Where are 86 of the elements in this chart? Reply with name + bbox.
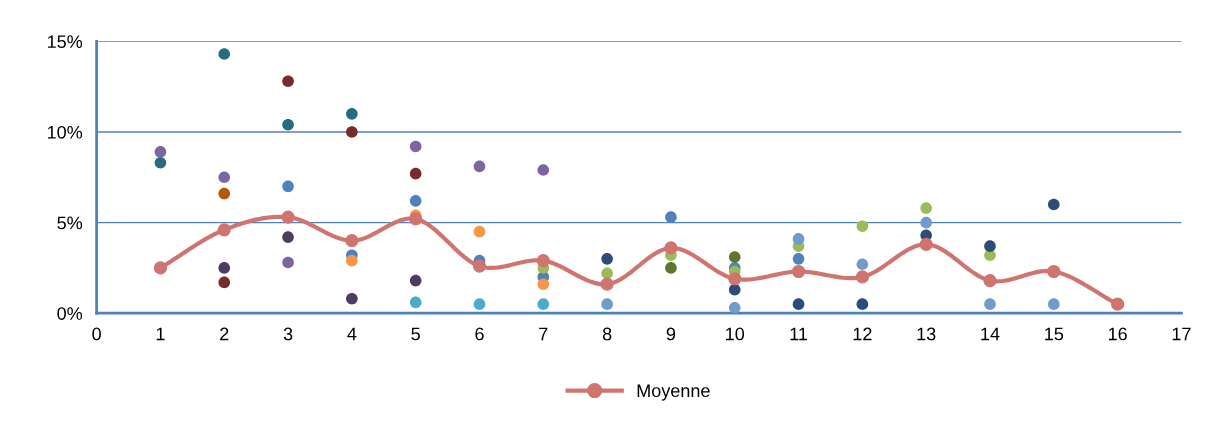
point [728,251,741,263]
point [1047,198,1060,211]
point [346,108,358,120]
point [473,225,486,238]
point [791,264,806,279]
point [1047,298,1060,310]
point [346,126,358,138]
point [154,146,167,158]
point [665,211,677,223]
point [601,267,613,280]
x-tick-label: 9 [666,327,676,341]
point [792,253,805,265]
y-tick-label: 5% [57,216,83,230]
point [728,272,742,286]
x-tick-label: 3 [283,327,293,341]
y-tick-label: 15% [47,35,83,49]
x-tick-label: 17 [1172,327,1191,341]
x-tick-label: 7 [539,327,548,341]
point [217,223,231,237]
point [409,296,422,309]
point [282,231,294,243]
point [792,233,805,245]
point [984,240,996,252]
point [600,277,614,291]
point [218,187,231,200]
point [919,237,933,251]
x-tick-label: 14 [981,327,1000,341]
point [856,220,869,233]
x-tick-label: 15 [1045,327,1064,341]
point [409,212,423,226]
point [536,254,550,268]
point [983,273,997,288]
point [537,164,550,176]
point [855,270,869,284]
point [409,274,422,287]
point [728,283,741,296]
point [218,262,231,274]
point [218,48,231,60]
point [153,261,168,275]
legend-label: Moyenne [637,384,710,401]
point [409,195,422,207]
x-tick-label: 1 [156,327,165,341]
point [282,118,294,131]
point [920,202,932,214]
point [856,298,869,310]
point [282,75,294,88]
point [472,259,487,273]
x-tick-label: 10 [726,327,745,341]
x-tick-label: 6 [475,327,484,341]
x-tick-label: 8 [602,327,612,341]
point [154,156,167,169]
point [282,256,294,269]
point [409,167,422,180]
point [1111,297,1125,311]
point [473,298,486,310]
point [665,262,677,274]
point [281,210,295,224]
y-tick-label: 0% [57,307,83,320]
point [1047,264,1061,279]
point [282,180,294,193]
point [664,241,678,255]
x-tick-label: 4 [347,327,357,341]
point [345,234,359,248]
point [473,160,486,173]
point [601,253,613,265]
point [218,171,231,184]
x-tick-label: 11 [790,327,808,341]
point [537,278,550,291]
point [856,258,869,271]
point [984,298,996,310]
x-tick-label: 0 [92,327,101,341]
point [537,298,550,310]
point [218,276,231,289]
point [728,301,741,314]
x-tick-label: 5 [411,327,420,341]
point [792,298,805,310]
point [346,254,358,267]
y-tick-label: 10% [47,125,83,139]
point [346,292,358,305]
x-tick-label: 12 [853,327,872,341]
x-tick-label: 2 [220,327,229,341]
x-tick-label: 16 [1108,327,1127,341]
point [409,140,422,153]
x-tick-label: 13 [917,327,936,341]
point [920,216,932,229]
point [601,298,613,310]
